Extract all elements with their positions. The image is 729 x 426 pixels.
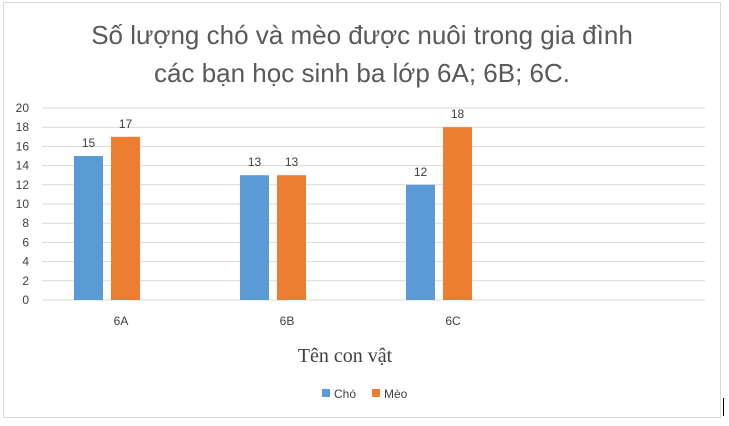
y-tick-label: 12 — [16, 178, 30, 192]
bar-6C-series-2 — [443, 127, 472, 300]
y-tick-label: 14 — [16, 159, 30, 173]
data-label: 15 — [82, 136, 96, 150]
legend-swatch — [322, 389, 330, 397]
bar-6A-series-2 — [111, 136, 140, 300]
y-tick-label: 4 — [22, 255, 29, 269]
x-axis-categories: 6A 6B 6C — [114, 314, 461, 328]
chart-title-line-2: các bạn học sinh ba lớp 6A; 6B; 6C. — [154, 58, 570, 88]
y-axis-ticks: 0 2 4 6 8 10 12 14 16 18 20 — [16, 101, 30, 307]
bar-6C-series-1 — [406, 184, 435, 300]
bar-6B-series-1 — [240, 175, 269, 300]
y-tick-label: 0 — [22, 293, 29, 307]
bar-6B-series-2 — [277, 175, 306, 300]
x-category-label: 6C — [445, 314, 461, 328]
y-tick-label: 10 — [16, 197, 30, 211]
x-category-label: 6A — [114, 314, 129, 328]
y-tick-label: 16 — [16, 139, 30, 153]
x-axis-label: Tên con vật — [298, 345, 393, 367]
text-cursor — [723, 398, 724, 416]
chart-title: Số lượng chó và mèo được nuôi trong gia … — [91, 20, 633, 88]
data-label: 13 — [285, 155, 299, 169]
y-tick-label: 18 — [16, 120, 30, 134]
data-label: 18 — [451, 107, 465, 121]
data-label: 17 — [119, 117, 133, 131]
data-label: 13 — [248, 155, 262, 169]
data-label: 12 — [414, 165, 428, 179]
chart-title-line-1: Số lượng chó và mèo được nuôi trong gia … — [91, 20, 633, 50]
y-tick-label: 6 — [22, 235, 29, 249]
legend: Chó Mèo — [322, 387, 408, 401]
bar-6A-series-1 — [74, 156, 103, 300]
data-labels: 15 17 13 13 12 18 — [82, 107, 465, 179]
y-tick-label: 8 — [22, 216, 29, 230]
bars — [74, 127, 472, 300]
gridlines — [42, 107, 705, 301]
legend-label: Mèo — [384, 387, 408, 401]
legend-swatch — [372, 389, 380, 397]
x-category-label: 6B — [280, 314, 295, 328]
y-tick-label: 2 — [22, 274, 29, 288]
y-tick-label: 20 — [16, 101, 30, 115]
legend-label: Chó — [334, 387, 356, 401]
